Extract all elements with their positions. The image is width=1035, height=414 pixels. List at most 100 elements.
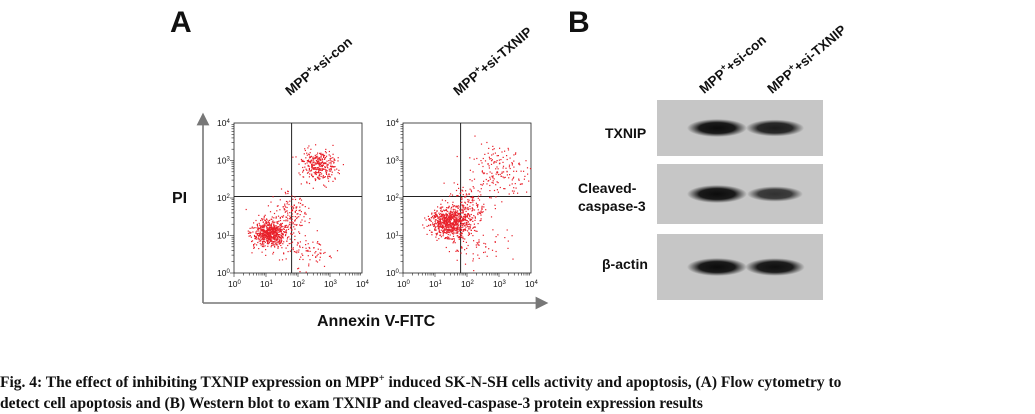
event-dot [469, 205, 471, 207]
event-dot [294, 198, 297, 201]
event-dot [435, 236, 437, 238]
event-dot [488, 248, 490, 250]
event-dot [310, 159, 312, 161]
event-dot [518, 179, 520, 181]
event-dot [279, 228, 281, 230]
event-dot [426, 233, 428, 235]
event-dot [493, 161, 495, 163]
event-dot [488, 165, 490, 167]
event-dot [324, 157, 326, 159]
event-dot [292, 249, 294, 251]
event-dot [467, 226, 469, 228]
event-dot [275, 238, 277, 240]
event-dot [454, 225, 456, 227]
event-dot [498, 159, 500, 161]
event-dot [308, 246, 310, 249]
event-dot [329, 176, 331, 178]
event-dot [491, 172, 493, 174]
event-dot [270, 239, 272, 241]
event-dot [496, 166, 498, 168]
event-dot [470, 189, 472, 191]
event-dot [276, 239, 278, 241]
event-dot [462, 217, 464, 219]
event-dot [269, 231, 271, 233]
event-dot [455, 210, 457, 212]
event-dot [320, 172, 322, 174]
event-dot [266, 232, 268, 235]
event-dot [496, 181, 498, 183]
event-dot [449, 221, 451, 223]
event-dot [499, 147, 501, 149]
event-dot [284, 235, 287, 237]
event-dot [326, 160, 328, 162]
event-dot [322, 163, 324, 165]
event-dot [469, 218, 472, 220]
event-dot [275, 228, 277, 230]
event-dot [267, 241, 269, 243]
event-dot [452, 224, 454, 226]
event-dot [312, 159, 315, 161]
event-dot [317, 158, 319, 160]
event-dot [483, 173, 485, 175]
event-dot [298, 210, 300, 212]
event-dot [445, 221, 447, 223]
event-dot [267, 238, 269, 241]
event-dot [275, 232, 278, 234]
event-dot [264, 241, 266, 243]
event-dot [492, 229, 494, 231]
event-dot [265, 223, 267, 225]
event-dot [328, 170, 330, 172]
event-dot [297, 213, 299, 215]
event-dot [444, 232, 446, 234]
event-dot [448, 226, 450, 228]
event-dot [490, 158, 492, 160]
event-dot [277, 205, 279, 207]
event-dot [275, 234, 277, 236]
event-dot [481, 207, 483, 209]
event-dot [518, 178, 520, 180]
event-dot [287, 190, 289, 193]
event-dot [490, 163, 493, 165]
event-dot [443, 230, 445, 232]
event-dot [330, 167, 332, 169]
event-dot [249, 232, 251, 234]
event-dot [285, 210, 287, 212]
event-dot [495, 168, 497, 170]
event-dot [322, 153, 324, 156]
event-dot [465, 253, 467, 255]
event-dot [435, 212, 437, 214]
lane-label-si-con: MPP++si-con [696, 32, 769, 97]
event-dot [456, 228, 458, 230]
event-dot [326, 163, 328, 165]
event-dot [276, 233, 278, 235]
event-dot [438, 216, 440, 219]
event-dot [324, 151, 327, 153]
event-dot [306, 182, 308, 184]
event-dot [506, 229, 508, 231]
event-dot [259, 238, 261, 240]
event-dot [257, 228, 259, 230]
event-dot [294, 219, 296, 221]
event-dot [266, 231, 268, 233]
event-dot [464, 225, 466, 227]
event-dot [291, 213, 293, 215]
event-dot [468, 199, 470, 201]
event-dot [273, 243, 275, 245]
event-dot [254, 235, 256, 238]
event-dot [472, 227, 474, 229]
event-dot [282, 216, 284, 218]
event-dot [266, 222, 268, 224]
event-dot [460, 224, 462, 226]
event-dot [271, 232, 273, 234]
event-dot [439, 222, 441, 224]
event-dot [327, 176, 329, 178]
event-dot [287, 190, 289, 192]
event-dot [314, 162, 316, 164]
event-dot [265, 249, 267, 251]
event-dot [264, 219, 266, 221]
event-dot [263, 240, 266, 243]
event-dot [509, 157, 511, 159]
event-dot [271, 239, 273, 241]
event-dot [337, 172, 339, 174]
event-dot [319, 165, 321, 167]
